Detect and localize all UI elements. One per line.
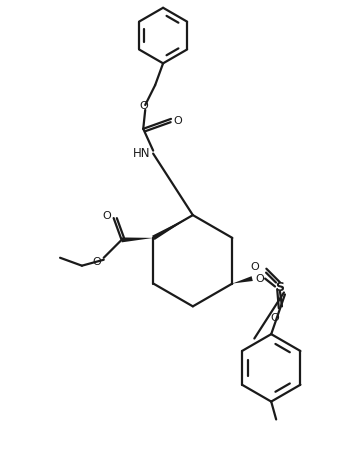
Text: O: O bbox=[102, 211, 111, 221]
Text: S: S bbox=[275, 280, 284, 293]
Polygon shape bbox=[121, 238, 153, 243]
Text: O: O bbox=[251, 261, 260, 271]
Polygon shape bbox=[152, 216, 193, 241]
Text: O: O bbox=[174, 116, 182, 126]
Text: O: O bbox=[271, 313, 279, 323]
Text: O: O bbox=[140, 101, 149, 111]
Text: O: O bbox=[256, 273, 264, 283]
Polygon shape bbox=[233, 277, 253, 284]
Text: O: O bbox=[92, 256, 101, 266]
Text: HN: HN bbox=[133, 147, 150, 160]
